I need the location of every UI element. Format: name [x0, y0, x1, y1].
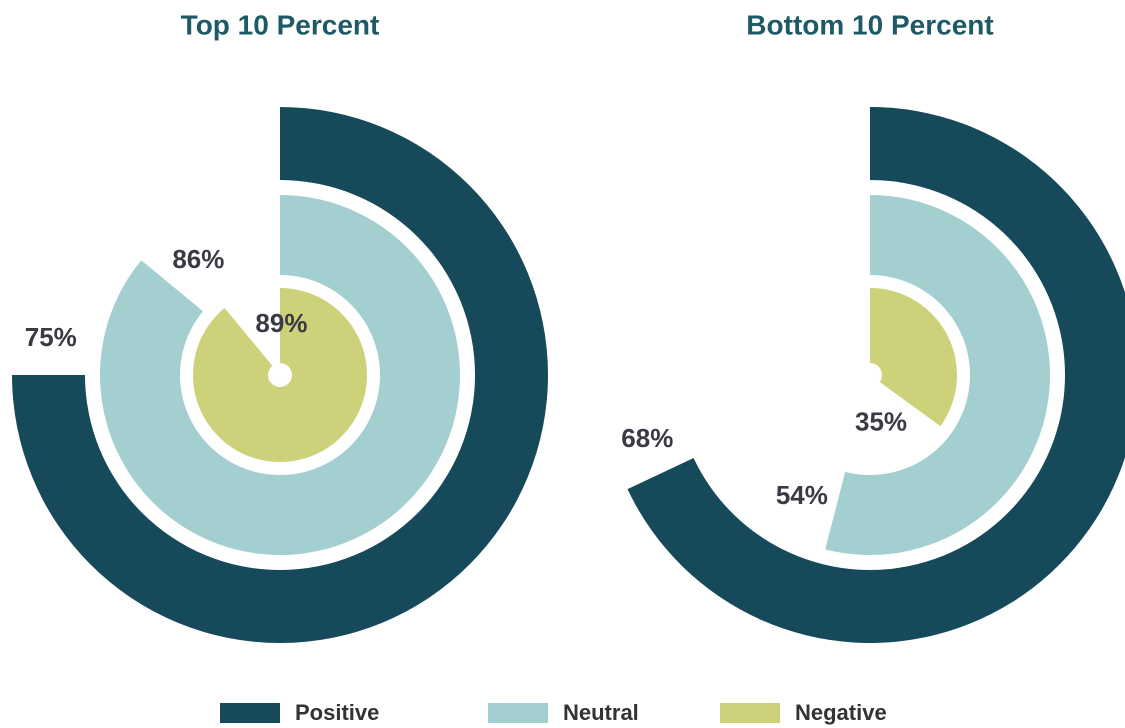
chart-title: Top 10 Percent: [181, 9, 380, 40]
radial-bar: [100, 195, 461, 555]
legend-label: Positive: [295, 700, 379, 725]
legend-label: Negative: [795, 700, 887, 725]
legend-swatch: [220, 703, 280, 723]
value-label: 75%: [25, 322, 77, 352]
value-label: 86%: [172, 244, 224, 274]
radial-bar: [870, 288, 957, 427]
legend-swatch: [488, 703, 548, 723]
radial-bar: [193, 288, 368, 463]
radial-bar: [12, 107, 548, 643]
chart-title: Bottom 10 Percent: [746, 9, 993, 40]
value-label: 68%: [621, 423, 673, 453]
legend-label: Neutral: [563, 700, 639, 725]
value-label: 89%: [255, 308, 307, 338]
value-label: 54%: [776, 480, 828, 510]
radial-bar: [825, 195, 1051, 555]
radial-bar: [627, 107, 1125, 643]
value-label: 35%: [855, 407, 907, 437]
legend-swatch: [720, 703, 780, 723]
